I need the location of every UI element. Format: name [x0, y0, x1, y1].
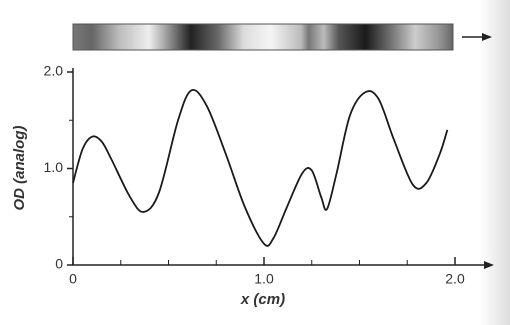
y-axis-label: OD (analog)	[11, 125, 28, 210]
x-tick-label: 1.0	[254, 271, 274, 287]
density-curve	[73, 90, 447, 246]
chart: x (cm) OD (analog) 0 1.0 2.0 0 1.0 2.0	[0, 0, 510, 325]
x-tick-label: 2.0	[445, 271, 465, 287]
gel-strip	[73, 24, 453, 50]
page-edge	[480, 0, 510, 325]
y-tick-label: 1.0	[44, 159, 64, 175]
x-tick-label: 0	[69, 271, 77, 287]
x-axis-label: x (cm)	[240, 291, 285, 308]
y-tick-label: 2.0	[44, 63, 64, 79]
y-tick-label: 0	[55, 256, 63, 272]
